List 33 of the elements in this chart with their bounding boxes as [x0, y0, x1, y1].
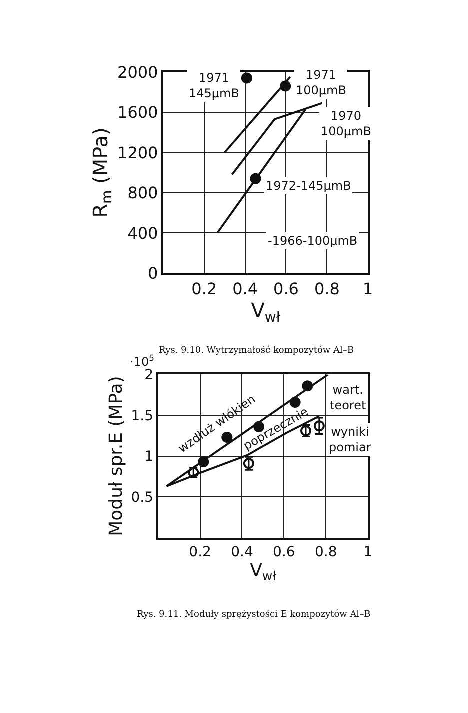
text: Rys. 9.10. Wytrzymałość kompozytów Al–B [159, 345, 354, 356]
y-tick-label: 0 [148, 264, 158, 284]
y-tick-label: 0.5 [131, 490, 154, 506]
x-axis-title: V$_{wł}$ [251, 298, 280, 326]
x-tick-label: 0.2 [189, 544, 212, 561]
x-tick-label: 0.8 [315, 544, 338, 561]
annotation: wart. teoret [330, 383, 366, 413]
x-tick-label: 0.2 [192, 280, 218, 299]
y-tick-label: 1 [144, 449, 154, 466]
x-tick-label: 1 [362, 280, 374, 299]
text: Rys. 9.11. Moduły sprężystości E kompozytów Al–B [137, 609, 372, 620]
x-tick-label: 0.8 [314, 280, 340, 299]
annotation: 1972-145μmB [266, 179, 352, 193]
y-tick-label: 1600 [118, 103, 158, 122]
x-tick-label: 1 [364, 544, 373, 561]
x-tick-label: 0.4 [232, 280, 258, 299]
annotation: wyniki pomiar [329, 425, 372, 455]
y-tick-label: 800 [128, 184, 158, 203]
x-tick-label: 0.4 [231, 544, 254, 561]
y-tick-label: 1.5 [131, 408, 154, 424]
x-axis-title: V$_{wł}$ [250, 560, 277, 584]
annotation: 1971 145μmB [189, 71, 240, 101]
annotation: -1966-100μmB [268, 234, 358, 248]
x-tick-label: 0.6 [274, 280, 299, 299]
y-axis-title: Moduł spr.E (MPa) [106, 376, 127, 536]
x-tick-label: 0.6 [273, 544, 296, 561]
text: ·10$^{5}$ [130, 353, 154, 370]
y-tick-label: 2 [144, 368, 154, 384]
y-tick-label: 1200 [118, 143, 158, 162]
annotation: 1970 100μmB [321, 109, 372, 139]
y-tick-label: 400 [128, 224, 158, 243]
y-tick-label: 2000 [118, 62, 158, 82]
annotation: 1971 100μmB [296, 68, 346, 98]
